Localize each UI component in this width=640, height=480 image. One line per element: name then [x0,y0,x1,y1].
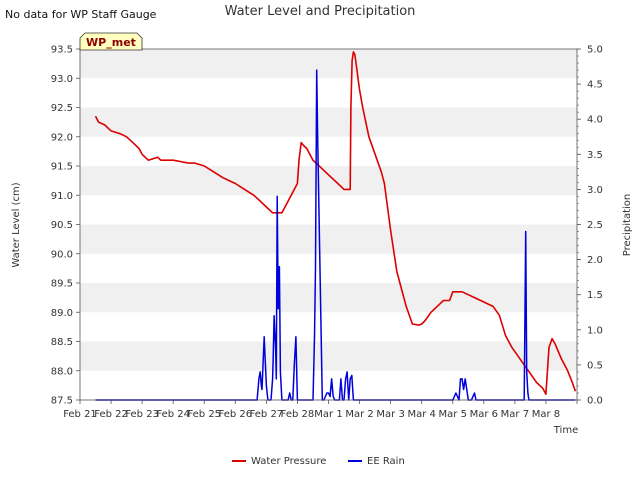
y-tick-label: 92.5 [51,103,73,114]
y2-tick-label: 3.5 [587,150,603,161]
band-7 [80,166,577,196]
y2-axis-ticks: 0.0 0.5 1.0 1.5 2.0 2.5 3.0 3.5 4.0 4.5 5.0 [577,45,603,407]
x-tick-label: Mar 6 [470,409,498,420]
y2-tick-label: 1.5 [587,290,603,301]
legend-label-water-pressure: Water Pressure [251,456,326,467]
y2-tick-label: 2.5 [587,220,603,231]
x-axis-label: Time [553,425,578,436]
x-tick-label: Mar 4 [407,409,435,420]
x-tick-label: Mar 7 [501,409,529,420]
x-tick-label: Feb 21 [63,409,97,420]
y2-tick-label: 0.0 [587,396,603,407]
y2-tick-label: 0.5 [587,360,603,371]
y-tick-label: 90.0 [51,249,73,260]
y-tick-label: 93.5 [51,45,73,56]
legend-label-ee-rain: EE Rain [367,456,405,467]
y2-tick-label: 1.0 [587,325,603,336]
y2-tick-label: 5.0 [587,45,603,56]
y-tick-label: 91.0 [51,191,73,202]
x-tick-label: Mar 2 [345,409,373,420]
y2-tick-label: 4.0 [587,115,603,126]
plot-frame [79,48,578,401]
no-data-note: No data for WP Staff Gauge [5,8,157,21]
band-5 [80,224,577,254]
badge-shape [79,32,143,51]
band-3 [80,283,577,313]
y2-tick-label: 3.0 [587,185,603,196]
series-line-water-pressure [94,51,577,396]
x-tick-label: Feb 28 [281,409,315,420]
x-tick-label: Mar 8 [532,409,560,420]
y-tick-label: 93.0 [51,74,73,85]
x-tick-label: Feb 25 [187,409,221,420]
x-tick-label: Mar 5 [439,409,467,420]
band-1 [80,341,577,371]
x-tick-label: Mar 1 [314,409,342,420]
y-tick-label: 89.0 [51,308,73,319]
x-tick-label: Feb 27 [250,409,284,420]
chart-title: Water Level and Precipitation [225,4,416,19]
x-tick-label: Feb 22 [94,409,128,420]
site-badge: WP_met [79,32,143,51]
y-tick-label: 88.0 [51,366,73,377]
band-11 [80,49,577,79]
x-tick-label: Feb 23 [125,409,159,420]
y2-tick-label: 2.0 [587,255,603,266]
x-tick-label: Feb 26 [219,409,253,420]
background-bands [80,49,577,371]
y-tick-label: 87.5 [51,396,73,407]
y-tick-label: 90.5 [51,220,73,231]
x-tick-label: Feb 24 [156,409,190,420]
band-9 [80,107,577,137]
y2-tick-label: 4.5 [587,80,603,91]
y-axis-ticks: 87.5 88.0 88.5 89.0 89.5 90.0 90.5 91.0 91.5 92.0… [51,45,80,407]
badge-label: WP_met [86,36,136,49]
y-tick-label: 89.5 [51,279,73,290]
y-tick-label: 88.5 [51,337,73,348]
y-axis-label: Water Level (cm) [11,182,22,267]
y-tick-label: 92.0 [51,132,73,143]
y2-axis-label: Precipitation [622,194,633,257]
y-tick-label: 91.5 [51,162,73,173]
legend: Water Pressure EE Rain [232,456,405,467]
x-tick-label: Mar 3 [376,409,404,420]
